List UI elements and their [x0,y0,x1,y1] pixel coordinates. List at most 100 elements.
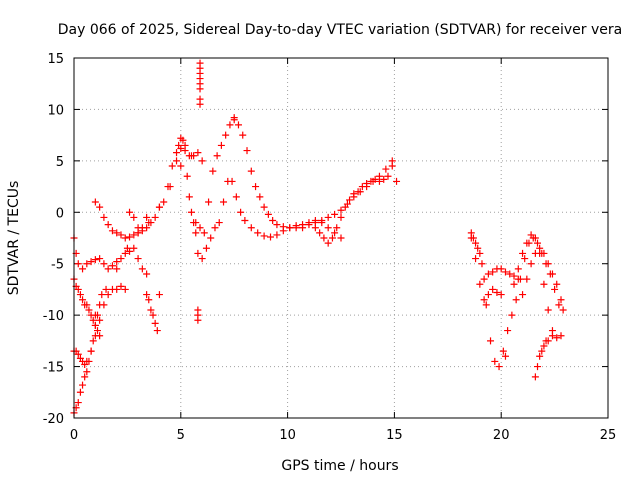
data-point-marker [501,268,509,276]
data-point-marker [382,165,390,173]
data-point-marker [91,198,99,206]
data-point-marker [104,265,112,273]
data-point-marker [113,258,121,266]
series-track-k [190,177,232,263]
data-point-marker [226,121,234,129]
data-point-marker [100,260,108,268]
data-point-marker [538,347,546,355]
data-point-marker [482,301,490,309]
data-point-marker [79,381,87,389]
data-point-marker [194,249,202,257]
series-track-i [143,291,163,335]
data-point-marker [85,357,93,365]
series-track-w [480,285,509,360]
data-point-marker [559,306,567,314]
data-point-marker [102,285,110,293]
series-track-j [173,114,238,237]
data-point-marker [536,352,544,360]
x-tick-label: 0 [70,428,78,443]
data-point-marker [324,224,332,232]
data-point-marker [76,291,84,299]
data-points [70,59,567,417]
data-point-marker [384,172,392,180]
data-point-marker [83,301,91,309]
data-point-marker [557,296,565,304]
data-point-marker [83,260,91,268]
data-point-marker [536,244,544,252]
data-point-marker [337,234,345,242]
series-track-f [91,152,206,319]
series-track-m [194,306,202,324]
series-track-o [228,177,345,242]
data-point-marker [501,352,509,360]
data-point-marker [143,224,151,232]
y-tick-label: -20 [43,412,64,427]
data-point-marker [179,136,187,144]
y-axis-label: SDTVAR / TECUs [6,181,22,296]
data-point-marker [89,337,97,345]
x-tick-label: 25 [600,428,617,443]
data-point-marker [198,157,206,165]
data-point-marker [232,193,240,201]
data-point-marker [230,116,238,124]
x-axis-label: GPS time / hours [281,458,398,474]
data-point-marker [551,285,559,293]
data-point-marker [145,296,153,304]
data-point-marker [467,234,475,242]
data-point-marker [143,291,151,299]
data-point-marker [531,249,539,257]
data-point-marker [548,270,556,278]
x-tick-label: 10 [279,428,296,443]
data-point-marker [260,232,268,240]
data-point-marker [138,265,146,273]
data-point-marker [508,311,516,319]
data-point-marker [93,327,101,335]
data-point-marker [98,291,106,299]
data-point-marker [87,347,95,355]
data-point-marker [534,239,542,247]
data-point-marker [91,256,99,264]
data-point-marker [121,234,129,242]
data-point-marker [472,255,480,263]
data-point-marker [215,219,223,227]
data-point-marker [527,260,535,268]
data-point-marker [168,162,176,170]
data-point-marker [491,357,499,365]
data-point-marker [147,219,155,227]
data-point-marker [519,249,527,257]
data-point-marker [181,141,189,149]
data-point-marker [510,280,518,288]
data-point-marker [196,85,204,93]
data-point-marker [497,291,505,299]
data-point-marker [228,177,236,185]
data-point-marker [388,162,396,170]
series-track-n [230,116,396,232]
data-point-marker [117,255,125,263]
data-point-marker [96,203,104,211]
data-point-marker [79,265,87,273]
data-point-marker [194,316,202,324]
data-point-marker [548,332,556,340]
data-point-marker [83,368,91,376]
data-point-marker [292,222,300,230]
data-point-marker [555,301,563,309]
data-point-marker [286,224,294,232]
data-point-marker [506,270,514,278]
data-point-marker [151,213,159,221]
data-point-marker [544,306,552,314]
data-point-marker [190,152,198,160]
data-point-marker [143,213,151,221]
data-point-marker [173,149,181,157]
data-point-marker [311,224,319,232]
data-point-marker [196,224,204,232]
data-point-marker [151,319,159,327]
data-point-marker [74,399,82,407]
data-point-marker [209,167,217,175]
axis-ticks: 0 5 10 15 20 25 -20 -15 -10 -5 0 5 10 15 [43,52,617,443]
data-point-marker [324,213,332,221]
data-point-marker [544,260,552,268]
data-point-marker [519,291,527,299]
data-point-marker [540,280,548,288]
data-point-marker [320,234,328,242]
